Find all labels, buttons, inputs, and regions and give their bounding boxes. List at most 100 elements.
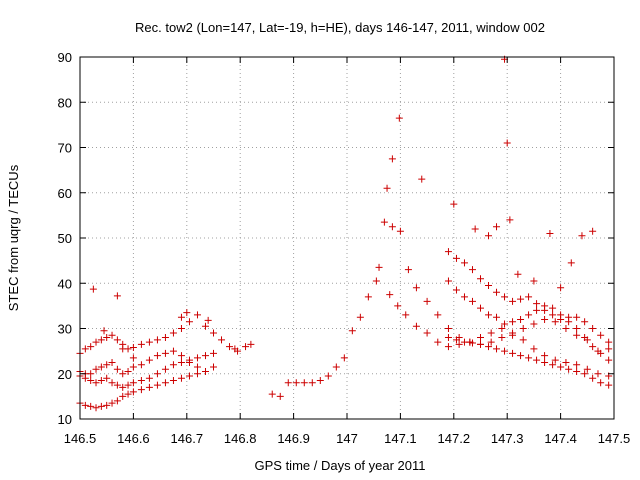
data-point: [597, 349, 605, 357]
y-tick-label: 50: [58, 231, 72, 246]
data-point: [423, 329, 431, 337]
data-point: [92, 338, 100, 346]
data-point: [444, 248, 452, 256]
data-point: [525, 293, 533, 301]
data-point: [81, 345, 89, 353]
data-point: [503, 139, 511, 147]
data-point: [525, 311, 533, 319]
data-point: [517, 352, 525, 360]
data-point: [530, 320, 538, 328]
x-tick-label: 147.2: [438, 431, 471, 446]
data-point: [573, 325, 581, 332]
data-point: [92, 404, 100, 412]
data-point: [487, 338, 495, 346]
data-point: [573, 361, 581, 369]
data-point: [87, 343, 95, 351]
data-point: [169, 361, 177, 369]
data-point: [477, 340, 484, 348]
data-point: [108, 379, 116, 387]
data-point: [455, 340, 463, 348]
data-point: [97, 402, 105, 410]
data-point: [145, 383, 153, 391]
data-point: [87, 370, 95, 378]
data-point: [185, 318, 193, 326]
data-point: [137, 340, 145, 348]
data-point: [161, 365, 169, 373]
data-point: [506, 216, 514, 224]
x-tick-label: 147: [336, 431, 358, 446]
x-axis-ticks: 146.5 146.6 146.7 146.8 146.9 147 147.1 147.2 14…: [64, 57, 630, 446]
data-point: [471, 225, 479, 233]
data-point: [468, 297, 476, 305]
data-point: [332, 363, 340, 371]
data-point: [477, 304, 484, 312]
data-point: [573, 367, 581, 375]
data-point: [92, 379, 100, 387]
data-point: [412, 322, 420, 330]
data-point: [388, 223, 396, 231]
data-point: [119, 392, 127, 400]
y-tick-label: 40: [58, 276, 72, 291]
data-point: [348, 327, 356, 335]
data-point: [549, 311, 557, 319]
data-point: [493, 313, 501, 321]
data-point: [129, 379, 137, 387]
data-point: [356, 313, 364, 321]
data-point: [557, 363, 565, 371]
data-point: [583, 365, 591, 373]
data-point: [372, 277, 380, 285]
data-point: [119, 345, 127, 353]
data-point: [268, 390, 276, 398]
data-point: [161, 349, 169, 357]
data-point: [375, 263, 383, 271]
data-point: [113, 381, 121, 389]
data-point: [605, 356, 613, 364]
data-point: [477, 334, 484, 342]
data-point: [565, 318, 573, 326]
data-point: [218, 336, 226, 344]
data-point: [201, 352, 209, 360]
data-point: [551, 356, 559, 364]
data-point: [517, 315, 525, 323]
data-point: [113, 365, 121, 373]
data-point: [81, 401, 89, 409]
data-point: [404, 266, 412, 274]
data-point: [201, 322, 209, 330]
data-point: [541, 315, 549, 323]
x-tick-label: 146.7: [171, 431, 204, 446]
data-point: [562, 325, 570, 332]
data-point: [316, 377, 324, 385]
data-point: [193, 311, 201, 319]
data-point: [137, 377, 145, 385]
data-point: [210, 329, 217, 337]
data-point: [153, 336, 161, 344]
data-point: [103, 334, 111, 342]
data-point: [541, 358, 549, 366]
data-point: [145, 374, 153, 382]
data-point: [444, 277, 452, 285]
data-point: [380, 218, 388, 226]
data-point: [169, 329, 177, 337]
data-point: [100, 327, 108, 335]
data-point: [153, 381, 161, 389]
data-point: [124, 390, 132, 398]
data-point: [533, 306, 541, 314]
data-point: [284, 379, 292, 387]
data-point: [485, 311, 493, 319]
data-point: [276, 392, 284, 400]
y-tick-label: 90: [58, 50, 72, 65]
data-point: [477, 275, 484, 283]
data-point: [578, 232, 586, 240]
data-point: [129, 388, 137, 396]
x-axis-label: GPS time / Days of year 2011: [255, 458, 426, 473]
data-point: [562, 358, 570, 366]
data-point: [124, 381, 132, 389]
data-point: [300, 379, 308, 387]
data-point: [573, 313, 581, 321]
data-point: [185, 356, 193, 364]
data-point: [324, 372, 332, 380]
data-points: [76, 55, 613, 412]
data-point: [546, 229, 554, 237]
data-point: [97, 377, 105, 385]
